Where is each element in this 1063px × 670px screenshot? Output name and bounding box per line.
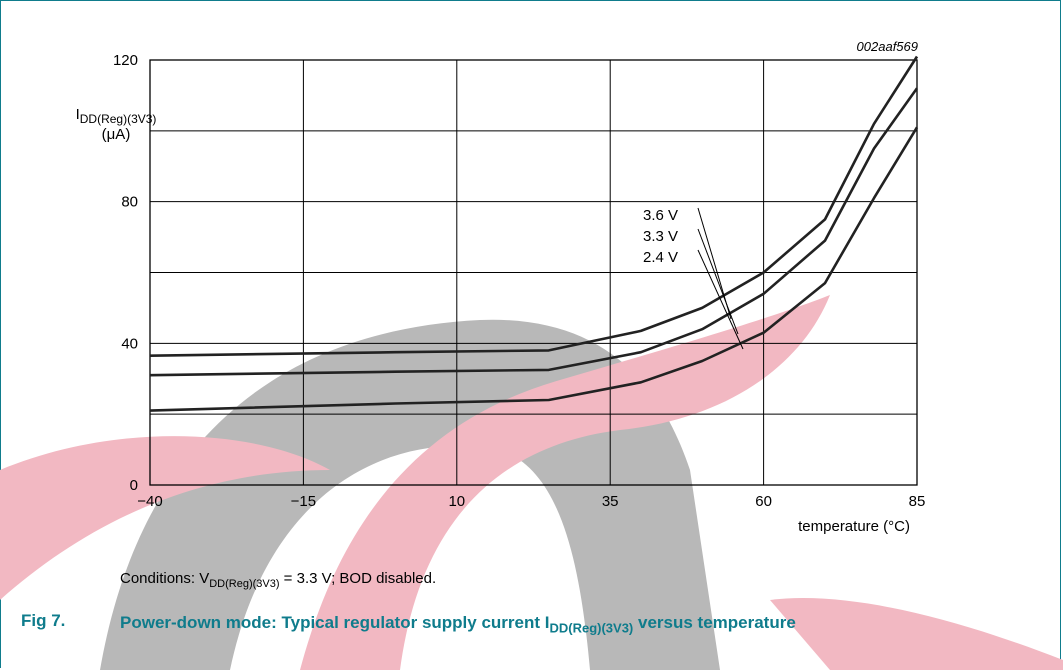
y-tick-label: 120 bbox=[113, 52, 138, 69]
x-tick-label: −15 bbox=[291, 493, 316, 510]
series-line-24 bbox=[149, 126, 919, 412]
conditions-note: Conditions: VDD(Reg)(3V3) = 3.3 V; BOD d… bbox=[120, 570, 437, 590]
leader-line bbox=[697, 228, 739, 335]
x-tick-label: 10 bbox=[448, 493, 465, 510]
series-label: 3.6 V bbox=[643, 207, 678, 224]
y-tick-label: 80 bbox=[121, 194, 138, 211]
y-tick-label: 0 bbox=[130, 477, 138, 494]
figure-number: Fig 7. bbox=[21, 611, 66, 630]
x-tick-label: 60 bbox=[755, 493, 772, 510]
x-tick-label: 35 bbox=[602, 493, 619, 510]
series-label: 2.4 V bbox=[643, 249, 678, 266]
series-lines bbox=[149, 55, 919, 412]
y-axis-label: IDD(Reg)(3V3) bbox=[76, 106, 157, 126]
tick-labels: −40 −15 10 35 60 85 0 40 80 120 bbox=[113, 52, 925, 510]
series-label: 3.3 V bbox=[643, 228, 678, 245]
series-line-36 bbox=[149, 55, 919, 357]
series-labels: 3.6 V 3.3 V 2.4 V bbox=[643, 207, 744, 350]
leader-line bbox=[697, 249, 744, 350]
y-tick-label: 40 bbox=[121, 335, 138, 352]
y-axis-unit: (μA) bbox=[102, 126, 131, 143]
figure-code: 002aaf569 bbox=[857, 39, 918, 54]
watermark-pink-right bbox=[770, 598, 1063, 670]
watermark-pink-left bbox=[0, 436, 330, 600]
x-tick-label: −40 bbox=[137, 493, 162, 510]
figure-caption: Power-down mode: Typical regulator suppl… bbox=[120, 613, 796, 636]
watermark-pink-arc bbox=[300, 295, 830, 670]
series-line-33 bbox=[149, 87, 919, 377]
x-tick-label: 85 bbox=[909, 493, 926, 510]
grid bbox=[150, 60, 917, 485]
x-axis-label: temperature (°C) bbox=[798, 518, 910, 535]
plot-border bbox=[149, 59, 918, 486]
y-axis-label-sub: DD(Reg)(3V3) bbox=[80, 112, 157, 126]
